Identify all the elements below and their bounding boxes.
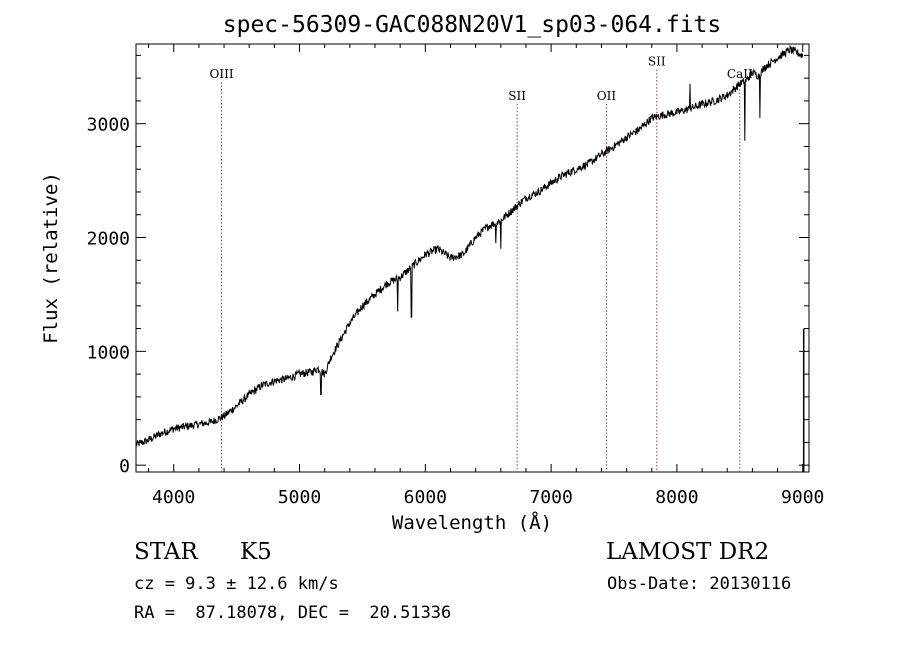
x-tick-label: 4000 bbox=[152, 487, 195, 508]
object-type: STAR bbox=[134, 539, 198, 565]
y-tick-label: 3000 bbox=[87, 115, 130, 136]
spectrum-line bbox=[135, 44, 804, 447]
chart-title: spec-56309-GAC088N20V1_sp03-064.fits bbox=[223, 12, 722, 38]
line-marker-label: OIII bbox=[210, 67, 234, 81]
axis-ticks: 4000 5000 6000 7000 8000 9000 0 1000 2000 3000 bbox=[87, 44, 824, 508]
line-marker-label: SII bbox=[508, 89, 526, 103]
y-tick-label: 1000 bbox=[87, 342, 130, 363]
coordinates: RA = 87.18078, DEC = 20.51336 bbox=[134, 603, 452, 623]
line-marker-label: OII bbox=[597, 89, 617, 103]
plot-frame bbox=[135, 43, 810, 473]
x-axis-label: Wavelength (Å) bbox=[392, 511, 552, 534]
x-tick-label: 5000 bbox=[278, 487, 321, 508]
redshift-text: cz = 9.3 ± 12.6 km/s bbox=[134, 574, 339, 594]
x-tick-label: 8000 bbox=[655, 487, 698, 508]
y-tick-label: 2000 bbox=[87, 229, 130, 250]
x-tick-label: 9000 bbox=[781, 487, 824, 508]
x-tick-label: 7000 bbox=[529, 487, 572, 508]
obs-date: Obs-Date: 20130116 bbox=[607, 574, 792, 594]
line-marker-label: SII bbox=[648, 55, 666, 69]
y-tick-label: 0 bbox=[119, 456, 130, 477]
survey-name: LAMOST DR2 bbox=[606, 539, 770, 565]
object-subclass: K5 bbox=[240, 539, 272, 565]
x-tick-label: 6000 bbox=[404, 487, 447, 508]
y-axis-label: Flux (relative) bbox=[40, 172, 62, 344]
